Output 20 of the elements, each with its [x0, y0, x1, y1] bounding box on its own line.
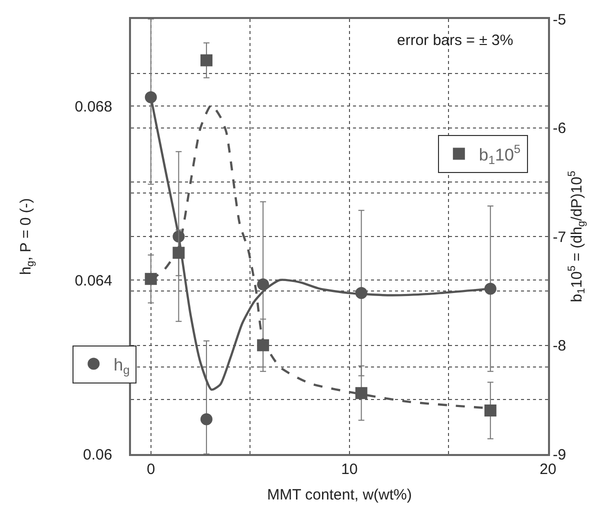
point [355, 387, 368, 400]
point [484, 404, 496, 416]
x-tick-label: 10 [341, 460, 358, 478]
x-axis-title: MMT content, w(wt%) [267, 486, 412, 504]
point [257, 278, 270, 290]
x-tick-label: 20 [540, 460, 556, 478]
y2-tick-label: -8 [552, 338, 566, 354]
legend-label: h$_{g}$ [114, 355, 130, 377]
y-tick-label: 0.068 [74, 98, 112, 116]
legend-label: b$_{1}$10$^{5}$ [478, 142, 521, 167]
y2-tick-label: -7 [552, 228, 566, 246]
y2-tick-label: -6 [552, 120, 566, 137]
y2-tick-label: -5 [552, 11, 566, 28]
y-tick-label: 0.06 [83, 446, 112, 464]
point [200, 413, 212, 426]
y2-tick-label: -9 [552, 446, 566, 464]
x-tick-label: 0 [146, 460, 156, 478]
annotation: error bars = ± 3% [397, 32, 514, 49]
y-tick-label: 0.064 [74, 272, 112, 290]
point [200, 54, 212, 66]
